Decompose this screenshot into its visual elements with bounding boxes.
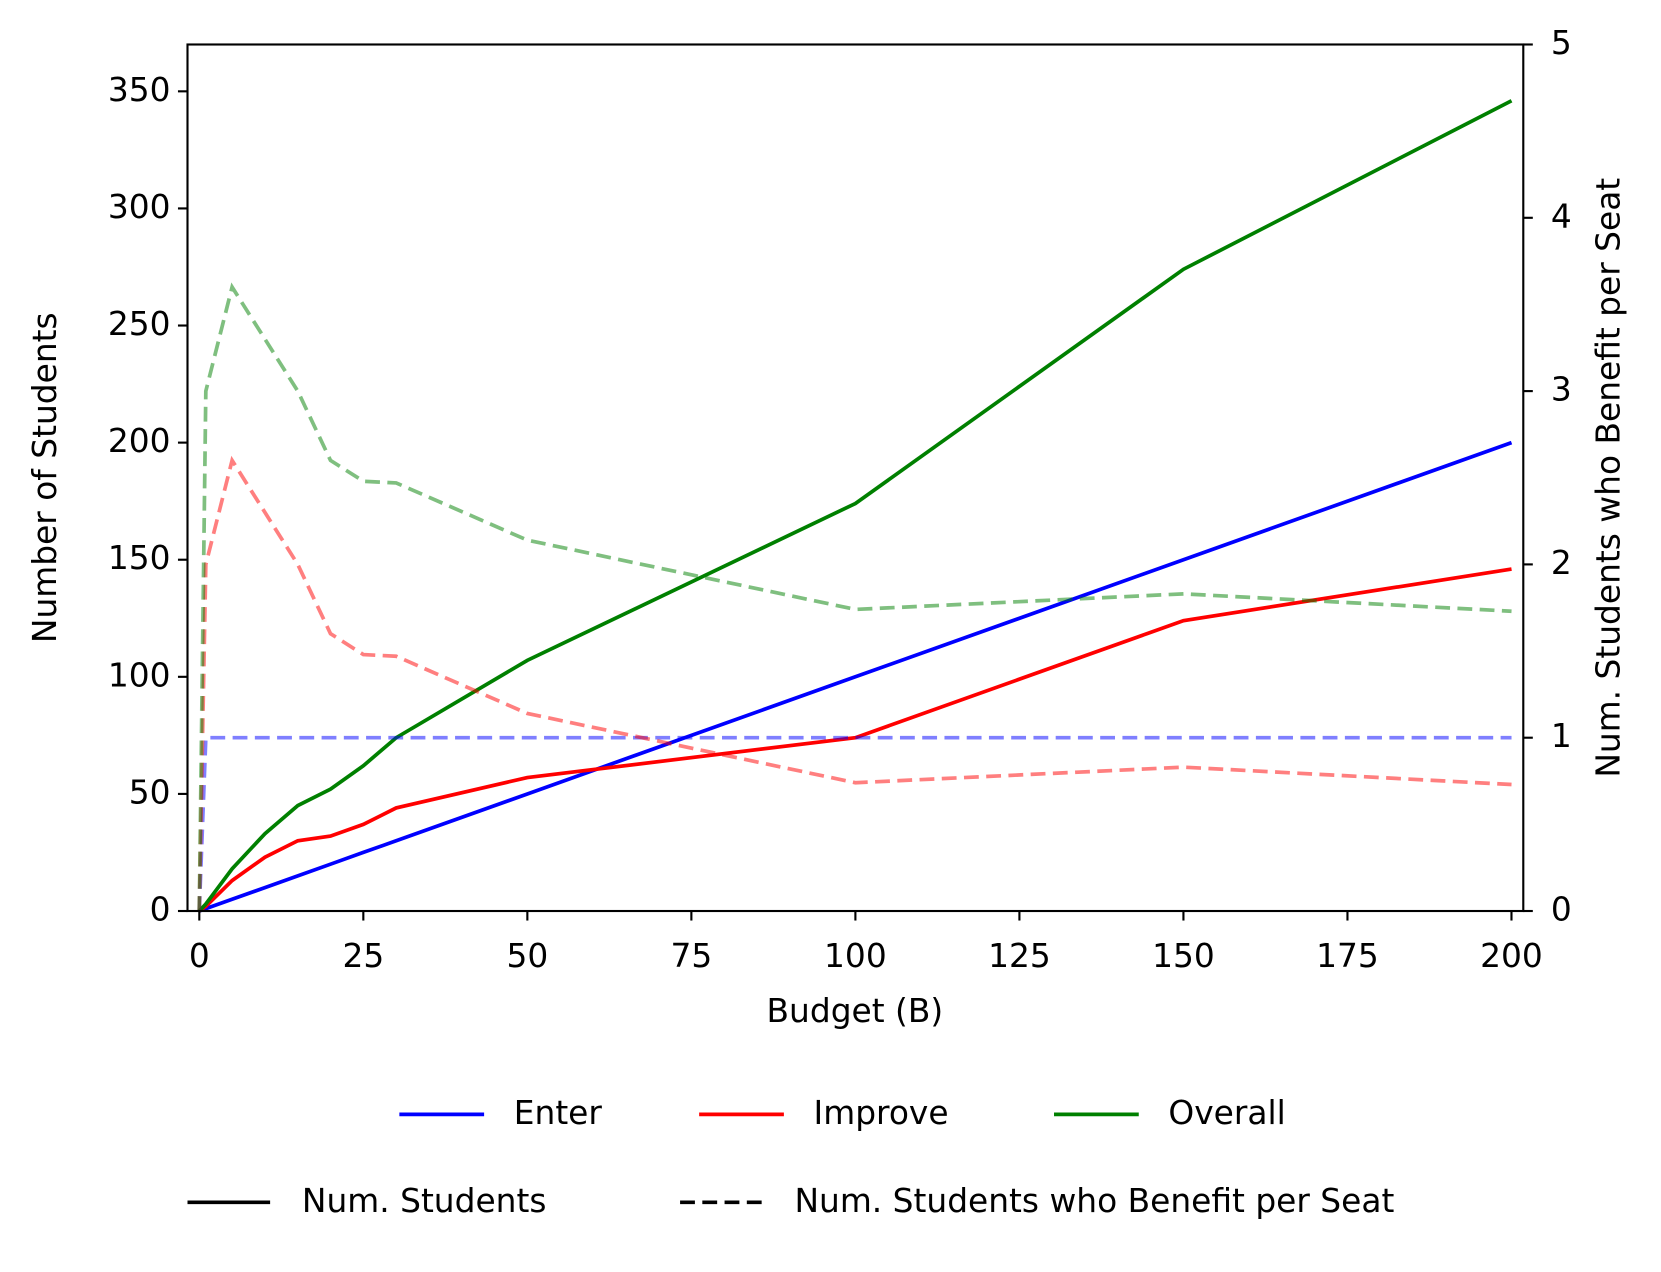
y-tick-label: 200: [108, 422, 171, 460]
y2-tick-label: 5: [1551, 24, 1572, 62]
y2-tick-label: 3: [1551, 371, 1572, 409]
y-tick-label: 150: [108, 539, 171, 577]
x-tick-label: 100: [824, 937, 887, 975]
legend-label: Num. Students: [302, 1182, 547, 1220]
y-tick-label: 0: [150, 891, 171, 929]
series-line: [197, 735, 1512, 912]
x-axis-label: Budget (B): [767, 992, 944, 1030]
x-tick-label: 125: [988, 937, 1051, 975]
y-tick-label: 50: [129, 773, 171, 811]
legend-label: Improve: [814, 1094, 949, 1132]
x-tick-label: 75: [670, 937, 712, 975]
legend-label: Overall: [1168, 1094, 1285, 1132]
x-tick-label: 0: [189, 937, 210, 975]
x-tick-label: 175: [1316, 937, 1379, 975]
y-tick-label: 300: [108, 188, 171, 226]
legend-label: Enter: [514, 1094, 603, 1132]
series-line: [198, 567, 1512, 913]
series-line: [198, 440, 1513, 913]
series-line: [197, 282, 1512, 912]
y2-axis-label: Num. Students who Benefit per Seat: [1590, 178, 1628, 778]
y2-tick-label: 2: [1551, 544, 1572, 582]
y-axis-label: Number of Students: [26, 312, 64, 643]
y2-tick-label: 0: [1551, 891, 1572, 929]
x-tick-label: 25: [342, 937, 384, 975]
y-tick-label: 350: [108, 71, 171, 109]
x-tick-label: 150: [1152, 937, 1215, 975]
x-tick-label: 50: [506, 937, 548, 975]
series-line: [197, 99, 1513, 913]
series-line: [197, 455, 1512, 912]
legend-label: Num. Students who Benefit per Seat: [794, 1182, 1394, 1220]
y2-tick-label: 4: [1551, 197, 1572, 235]
y2-tick-label: 1: [1551, 717, 1572, 755]
y-tick-label: 100: [108, 656, 171, 694]
x-tick-label: 200: [1480, 937, 1543, 975]
y-tick-label: 250: [108, 305, 171, 343]
